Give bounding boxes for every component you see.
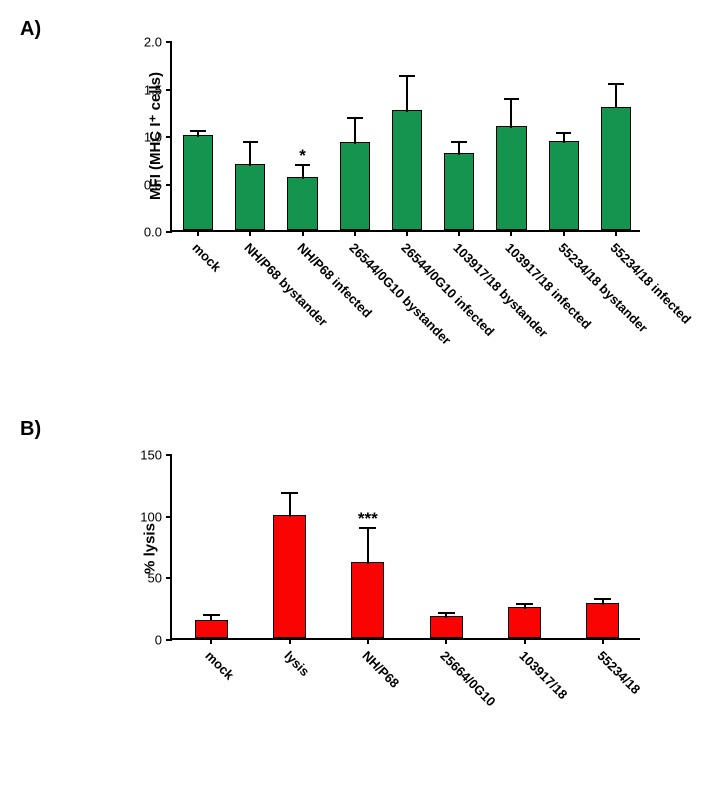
xtick [210, 638, 212, 644]
ytick-label: 100 [140, 509, 162, 524]
error-cap [347, 117, 363, 119]
xtick-label: 55234/18 [594, 648, 643, 697]
bar [430, 616, 463, 638]
xtick [367, 638, 369, 644]
error-cap [399, 75, 415, 77]
ytick-label: 0.5 [144, 177, 162, 192]
error-cap [438, 612, 455, 614]
xtick-label: mock [203, 648, 238, 683]
panel-b-label: B) [20, 418, 41, 441]
xtick-label: NH/P68 [359, 648, 402, 691]
xtick-label: mock [190, 240, 225, 275]
ytick-label: 2.0 [144, 35, 162, 50]
bar [444, 153, 474, 230]
bar [601, 107, 631, 231]
xtick [289, 638, 291, 644]
significance-marker: * [299, 147, 306, 164]
error-cap [608, 83, 624, 85]
ytick [166, 454, 172, 456]
chart-a-plot: 0.00.51.01.52.0mockNH/P68 bystanderNH/P6… [170, 42, 640, 232]
chart-a: MFI (MHC I⁺ cells) 0.00.51.01.52.0mockNH… [170, 42, 640, 232]
xtick [615, 230, 617, 236]
xtick-label: 25664/0G10 [438, 648, 499, 709]
xtick [406, 230, 408, 236]
ytick-label: 0.0 [144, 225, 162, 240]
error-cap [190, 130, 206, 132]
ytick-label: 0 [155, 633, 162, 648]
ytick [166, 231, 172, 233]
xtick-label: 26544/0G10 infected [398, 240, 497, 339]
error-bar [510, 99, 512, 128]
ytick [166, 89, 172, 91]
bar [496, 126, 526, 231]
bar [195, 620, 228, 639]
xtick [563, 230, 565, 236]
bar [392, 110, 422, 230]
ytick-label: 50 [148, 571, 162, 586]
xtick [197, 230, 199, 236]
xtick-label: lysis [281, 648, 312, 679]
ytick [166, 136, 172, 138]
ytick [166, 41, 172, 43]
ytick-label: 1.0 [144, 130, 162, 145]
ytick [166, 639, 172, 641]
ytick [166, 516, 172, 518]
error-bar [458, 142, 460, 155]
chart-b-plot: 050100150mocklysisNH/P68***25664/0G10103… [170, 455, 640, 640]
error-cap [504, 98, 520, 100]
error-cap [281, 492, 298, 494]
xtick [249, 230, 251, 236]
chart-b: % lysis 050100150mocklysisNH/P68***25664… [170, 455, 640, 640]
bar [549, 141, 579, 230]
xtick-label: 103917/18 [516, 648, 570, 702]
error-cap [243, 141, 259, 143]
error-bar [615, 84, 617, 109]
xtick [354, 230, 356, 236]
significance-marker: *** [358, 510, 378, 527]
error-bar [354, 118, 356, 144]
error-bar [302, 165, 304, 179]
xtick [458, 230, 460, 236]
ytick [166, 184, 172, 186]
error-bar [367, 528, 369, 564]
error-cap [556, 132, 572, 134]
error-bar [249, 142, 251, 167]
panel-a-label: A) [20, 18, 41, 41]
error-bar [406, 76, 408, 112]
bar [235, 164, 265, 230]
error-cap [516, 603, 533, 605]
xtick [524, 638, 526, 644]
bar [273, 515, 306, 638]
xtick [445, 638, 447, 644]
bar [508, 607, 541, 638]
xtick-label: 103917/18 bystander [451, 240, 552, 341]
error-bar [563, 133, 565, 143]
xtick-label: 26544/0G10 bystander [346, 240, 454, 348]
ytick-label: 1.5 [144, 82, 162, 97]
ytick [166, 577, 172, 579]
xtick-label: 103917/18 infected [503, 240, 595, 332]
bar [183, 135, 213, 230]
error-cap [451, 141, 467, 143]
bar [586, 603, 619, 638]
bar [287, 177, 317, 230]
xtick [510, 230, 512, 236]
ytick-label: 150 [140, 448, 162, 463]
bar [340, 142, 370, 230]
chart-b-ylabel: % lysis [142, 474, 159, 624]
bar [351, 562, 384, 638]
xtick [602, 638, 604, 644]
error-cap [203, 614, 220, 616]
xtick [302, 230, 304, 236]
xtick-label: 55234/18 bystander [555, 240, 650, 335]
error-bar [289, 493, 291, 516]
error-cap [594, 598, 611, 600]
